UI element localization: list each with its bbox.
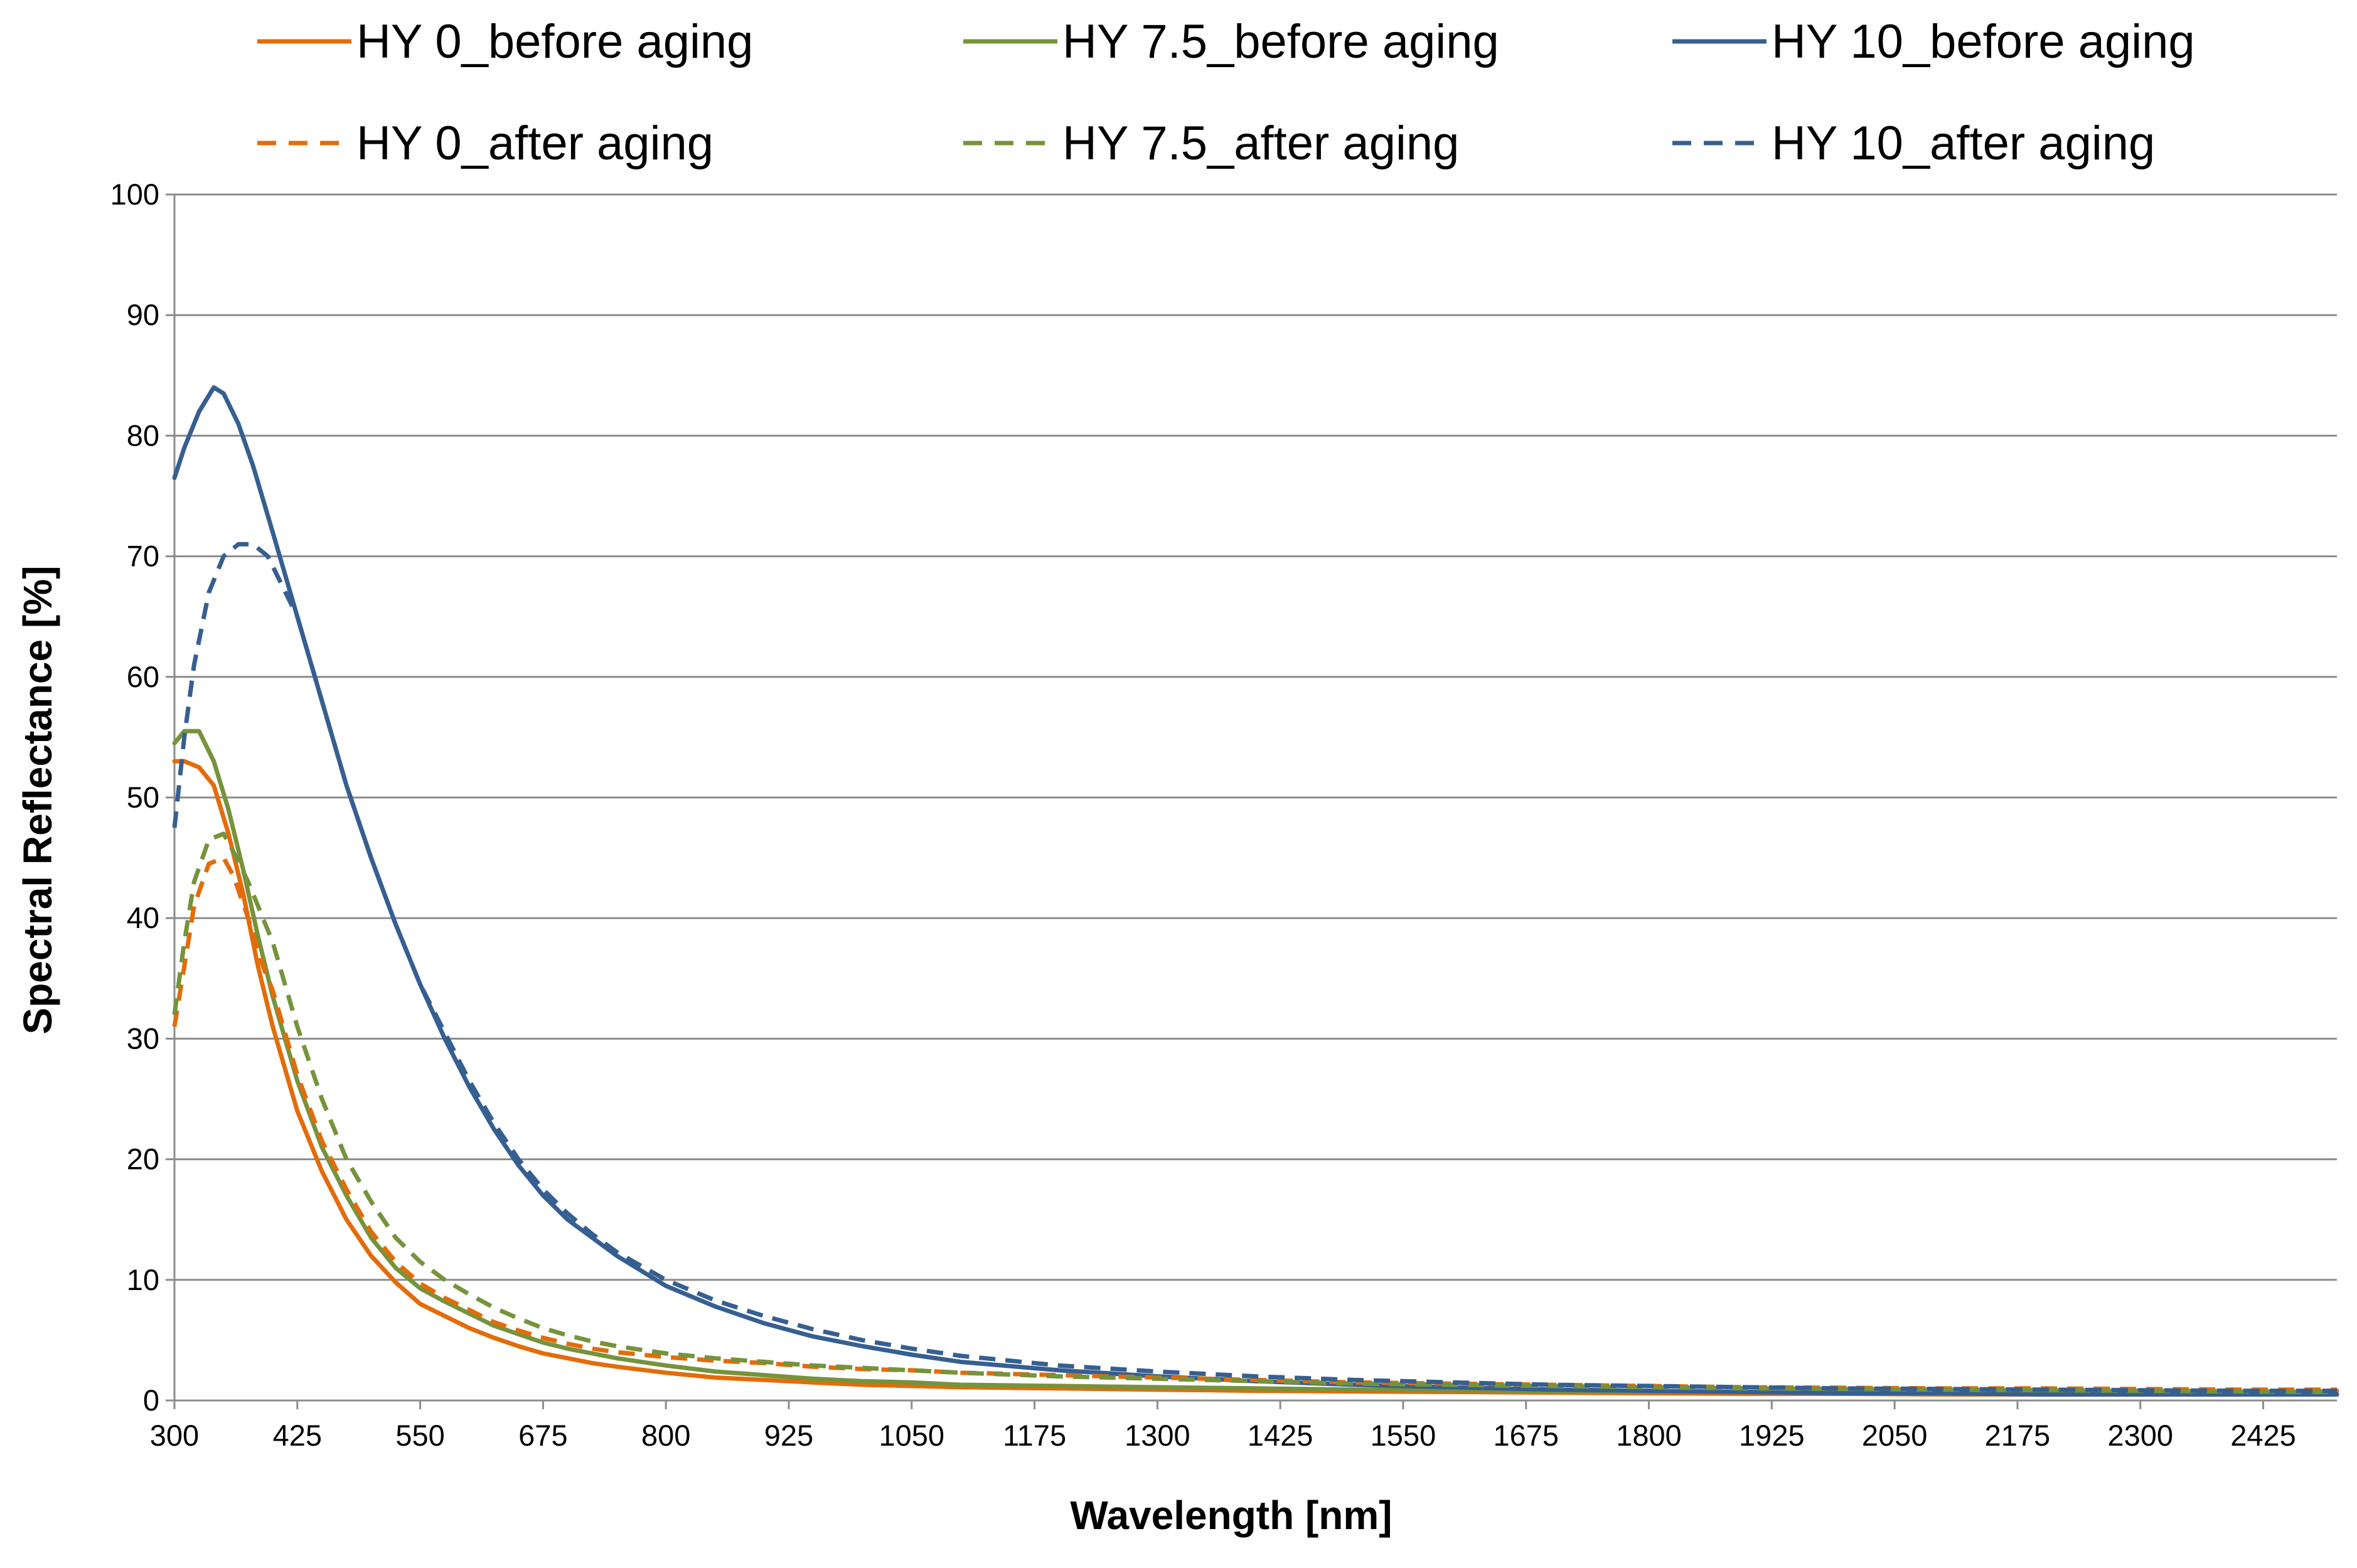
- y-tick-label: 10: [127, 1263, 159, 1296]
- y-tick-label: 80: [127, 419, 159, 452]
- legend-label-5: HY 7.5_after aging: [1062, 117, 1459, 170]
- y-axis-title: Spectral Reflectance [%]: [15, 566, 60, 1035]
- axes-layer: 0 10 20 30 40 50 60 70 80 90 100 300 425 550 675 800 925…: [110, 178, 2337, 1452]
- x-tick-label: 1550: [1371, 1419, 1436, 1452]
- series-layer: [172, 385, 2339, 1397]
- x-tick-label: 2050: [1862, 1419, 1928, 1452]
- y-tick-label: 0: [143, 1384, 159, 1417]
- legend-label-3: HY 10_before aging: [1772, 15, 2195, 68]
- x-tick-label: 1925: [1739, 1419, 1805, 1452]
- x-tick-label: 300: [150, 1419, 199, 1452]
- x-tick-label: 1175: [1003, 1419, 1066, 1452]
- series-line-2: [172, 728, 2339, 1397]
- legend-label-6: HY 10_after aging: [1772, 117, 2155, 170]
- series-line-3: [172, 385, 2339, 1397]
- legend-label-4: HY 0_after aging: [356, 117, 714, 170]
- legend-label-1: HY 0_before aging: [356, 15, 753, 68]
- x-tick-label: 1300: [1125, 1419, 1190, 1452]
- y-tick-label: 60: [127, 660, 159, 693]
- legend-label-2: HY 7.5_before aging: [1062, 15, 1499, 68]
- x-tick-label: 1675: [1493, 1419, 1559, 1452]
- y-tick-label: 30: [127, 1021, 159, 1055]
- x-tick-label: 800: [641, 1419, 690, 1452]
- y-tick-label: 90: [127, 298, 159, 331]
- x-tick-label: 550: [395, 1419, 444, 1452]
- x-tick-label: 1425: [1248, 1419, 1313, 1452]
- x-tick-label: 2175: [1985, 1419, 2051, 1452]
- legend: HY 0_before aging HY 7.5_before aging HY 1…: [257, 15, 2195, 170]
- x-tick-label: 925: [764, 1419, 813, 1452]
- x-tick-label: 1050: [879, 1419, 944, 1452]
- x-tick-label: 675: [518, 1419, 567, 1452]
- series-line-1: [172, 759, 2339, 1397]
- x-axis-title: Wavelength [nm]: [1070, 1493, 1392, 1538]
- series-line-5: [172, 831, 2338, 1394]
- series-line-6: [172, 541, 2337, 1394]
- x-tick-label: 2425: [2230, 1419, 2296, 1452]
- y-tick-label: 20: [127, 1143, 159, 1176]
- x-tick-label: 1800: [1616, 1419, 1682, 1452]
- y-tick-label: 50: [127, 781, 159, 814]
- series-line-4: [172, 855, 2337, 1392]
- x-tick-label: 425: [273, 1419, 322, 1452]
- x-tick-label: 2300: [2107, 1419, 2173, 1452]
- y-tick-label: 40: [127, 901, 159, 934]
- grid-layer: [174, 193, 2337, 1281]
- y-tick-label: 100: [110, 178, 159, 211]
- y-tick-label: 70: [127, 540, 159, 573]
